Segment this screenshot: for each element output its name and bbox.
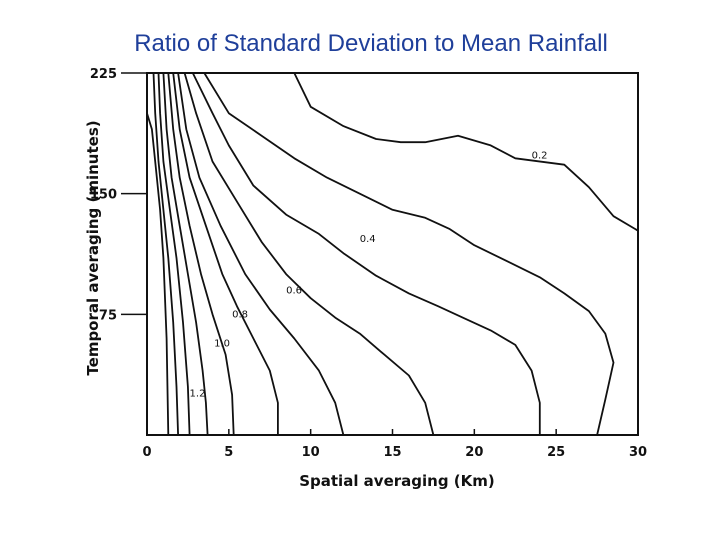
axis-ticks: 0 5 10 15 20 25 30 75 150 225 (90, 67, 647, 460)
x-tick-label: 15 (383, 445, 401, 460)
contour-line (162, 72, 209, 436)
x-tick-label: 20 (465, 445, 483, 460)
plot-border (146, 72, 639, 436)
y-tick-label: 150 (90, 188, 117, 203)
contour-line (146, 112, 170, 436)
contour-line (157, 72, 191, 436)
contour-line (203, 72, 615, 436)
contour-line (152, 72, 179, 436)
contour-line (177, 72, 345, 436)
slide-title: Ratio of Standard Deviation to Mean Rain… (134, 30, 608, 57)
contour-label: 0.2 (532, 150, 548, 161)
y-tick-label: 75 (99, 308, 117, 323)
contour-lines (146, 72, 639, 436)
contour-label: 0.6 (286, 285, 302, 296)
x-axis-label: Spatial averaging (Km) (299, 472, 495, 490)
y-tick-label: 225 (90, 67, 117, 82)
x-tick-label: 0 (142, 445, 151, 460)
x-tick-label: 30 (629, 445, 647, 460)
contour-labels: 0.2 0.4 0.6 0.8 1.0 1.2 (190, 150, 548, 399)
contour-label: 0.8 (232, 310, 248, 321)
plot-frame (146, 72, 639, 436)
contour-line (167, 72, 235, 436)
x-tick-label: 10 (302, 445, 320, 460)
contour-line (191, 72, 541, 435)
contour-line (172, 72, 279, 435)
x-tick-label: 5 (224, 445, 233, 460)
y-axis-label: Temporal averaging (minutes) (84, 120, 102, 375)
contour-label: 1.2 (190, 388, 206, 399)
contour-line (183, 72, 435, 436)
contour-label: 0.4 (360, 234, 376, 245)
contour-label: 1.0 (214, 339, 230, 350)
x-tick-label: 25 (547, 445, 565, 460)
contour-line (293, 72, 639, 232)
